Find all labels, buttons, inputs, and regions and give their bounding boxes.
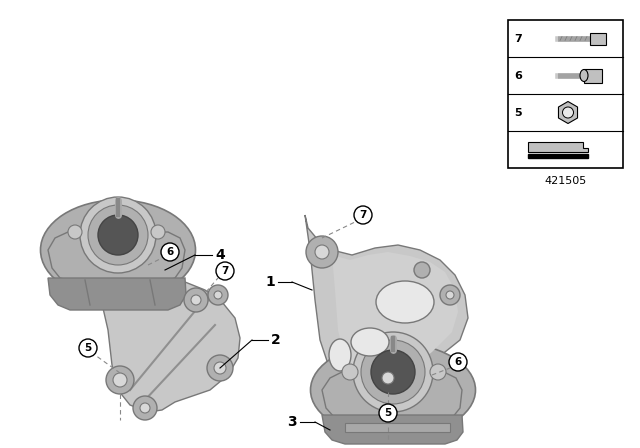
Circle shape [440,285,460,305]
Polygon shape [345,423,450,432]
FancyBboxPatch shape [508,20,623,168]
Polygon shape [559,102,577,124]
Text: 3: 3 [287,415,297,429]
Text: 7: 7 [359,210,367,220]
Circle shape [306,236,338,268]
Circle shape [161,243,179,261]
Circle shape [374,364,402,392]
Polygon shape [322,415,463,444]
Circle shape [382,372,394,384]
Circle shape [361,340,425,404]
Circle shape [449,353,467,371]
Circle shape [446,291,454,299]
Ellipse shape [580,69,588,82]
Circle shape [315,245,329,259]
Circle shape [216,262,234,280]
Circle shape [214,362,226,374]
Circle shape [68,225,82,239]
Ellipse shape [329,339,351,371]
Text: 5: 5 [84,343,92,353]
Text: 6: 6 [514,70,522,81]
Ellipse shape [40,200,195,300]
Circle shape [430,364,446,380]
Text: 7: 7 [514,34,522,43]
Circle shape [80,197,156,273]
Polygon shape [322,372,462,423]
Circle shape [140,403,150,413]
Circle shape [208,285,228,305]
Polygon shape [332,252,458,378]
Text: 5: 5 [385,408,392,418]
Text: 2: 2 [271,333,281,347]
Text: 1: 1 [265,275,275,289]
Ellipse shape [376,281,434,323]
Polygon shape [48,232,185,282]
Polygon shape [305,215,468,385]
Circle shape [342,364,358,380]
Circle shape [88,205,148,265]
Circle shape [414,262,430,278]
Circle shape [98,215,138,255]
Text: 6: 6 [166,247,173,257]
FancyBboxPatch shape [584,69,602,82]
Polygon shape [48,278,186,310]
Circle shape [379,404,397,422]
FancyBboxPatch shape [590,33,606,44]
Circle shape [191,295,201,305]
Polygon shape [100,278,240,412]
Text: 4: 4 [215,248,225,262]
Circle shape [133,396,157,420]
Polygon shape [528,142,588,151]
Ellipse shape [351,328,389,356]
Circle shape [354,206,372,224]
Circle shape [184,288,208,312]
Circle shape [207,355,233,381]
Text: 5: 5 [514,108,522,117]
Ellipse shape [310,343,476,438]
Circle shape [214,291,222,299]
Text: 421505: 421505 [545,176,587,186]
Text: 6: 6 [454,357,461,367]
Text: 7: 7 [221,266,228,276]
Circle shape [79,339,97,357]
Circle shape [106,366,134,394]
Circle shape [371,350,415,394]
Circle shape [151,225,165,239]
Circle shape [563,107,573,118]
Circle shape [113,373,127,387]
Polygon shape [528,154,588,158]
Circle shape [353,332,433,412]
